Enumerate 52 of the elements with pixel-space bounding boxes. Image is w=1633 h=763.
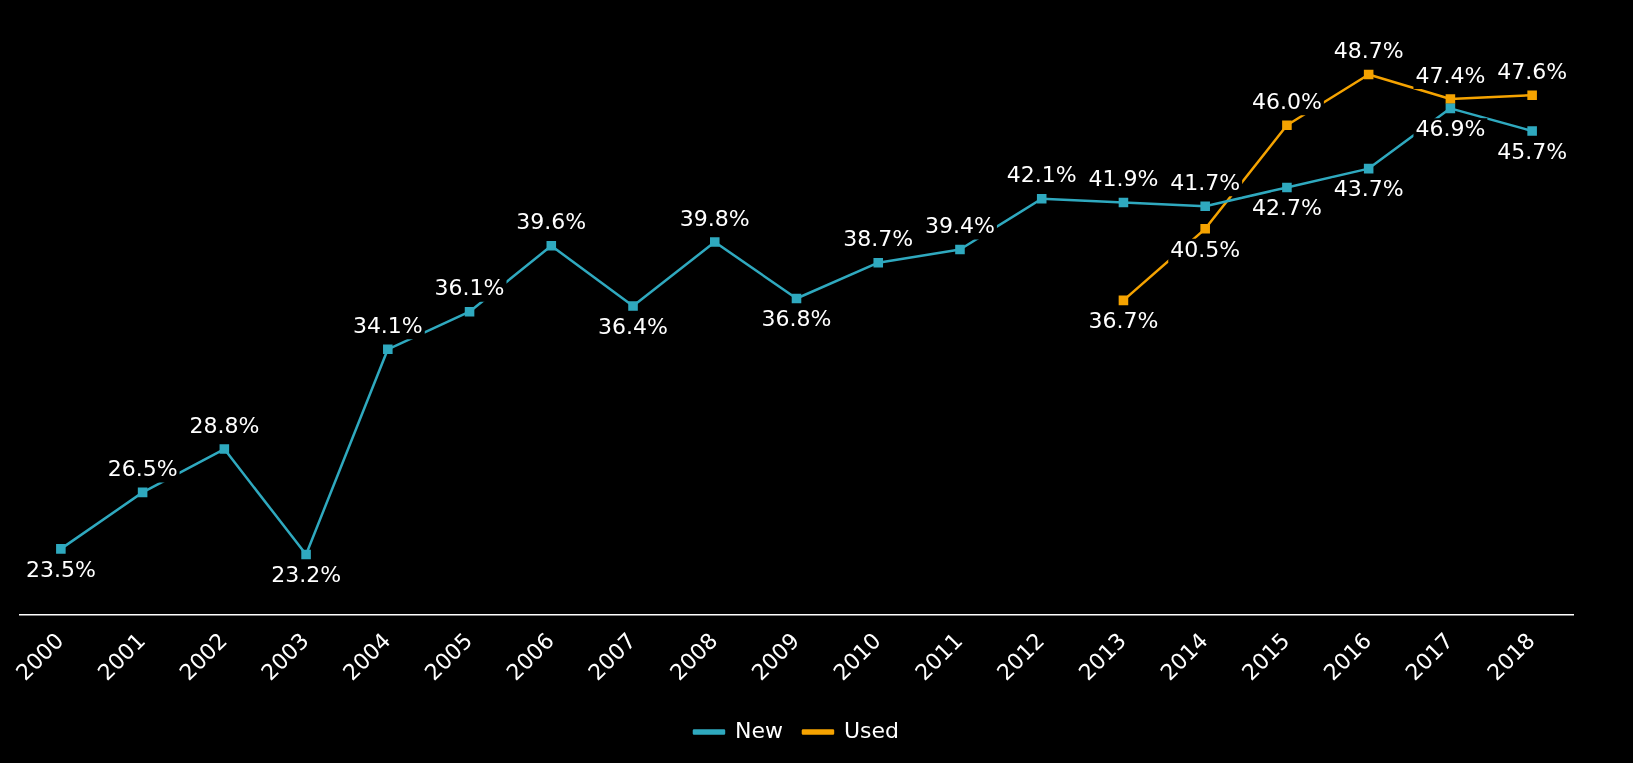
point [1200, 201, 1210, 212]
data-label: 46.9% [1415, 116, 1486, 142]
data-label: 41.9% [1088, 166, 1159, 192]
point [1036, 193, 1047, 204]
data-label: 36.7% [1088, 308, 1159, 334]
point [709, 237, 720, 247]
point [1527, 126, 1537, 136]
data-label: 39.4% [925, 213, 995, 239]
data-label: 34.1% [352, 313, 423, 339]
data-label: 46.0% [1251, 89, 1322, 115]
data-label: 43.7% [1333, 176, 1404, 202]
point [546, 240, 557, 251]
data-label: 41.7% [1170, 169, 1241, 195]
legend-label: New [734, 717, 783, 743]
point [1527, 90, 1537, 100]
point [791, 293, 802, 304]
point [137, 487, 148, 498]
point [1118, 295, 1129, 306]
point [56, 544, 66, 554]
data-label: 42.7% [1251, 195, 1322, 221]
data-label: 36.1% [434, 275, 505, 301]
point [628, 301, 638, 311]
data-label: 40.5% [1170, 236, 1241, 262]
data-label: 28.8% [189, 412, 260, 438]
point [1200, 224, 1210, 234]
point [955, 244, 965, 255]
data-label: 26.5% [107, 456, 178, 482]
data-label: 42.1% [1006, 162, 1077, 188]
point [1363, 163, 1374, 174]
data-label: 36.4% [598, 313, 668, 339]
data-label: 47.6% [1497, 58, 1568, 84]
point [219, 444, 230, 454]
data-label: 23.5% [25, 556, 96, 582]
data-label: 48.7% [1333, 38, 1404, 64]
point [383, 344, 393, 355]
legend-label: Used [843, 717, 900, 743]
point [1282, 120, 1292, 131]
point [1445, 103, 1456, 114]
data-label: 36.8% [761, 306, 832, 332]
data-label: 39.8% [679, 205, 750, 231]
point [1118, 197, 1129, 208]
point [1282, 182, 1292, 193]
point [301, 549, 311, 560]
data-label: 38.7% [843, 226, 914, 252]
point [873, 257, 884, 268]
data-label: 47.4% [1415, 62, 1486, 88]
data-label: 23.2% [271, 562, 342, 588]
point [1445, 94, 1456, 104]
point [1363, 69, 1374, 80]
data-label: 45.7% [1497, 138, 1568, 164]
data-label: 39.6% [516, 209, 587, 235]
point [464, 306, 475, 317]
